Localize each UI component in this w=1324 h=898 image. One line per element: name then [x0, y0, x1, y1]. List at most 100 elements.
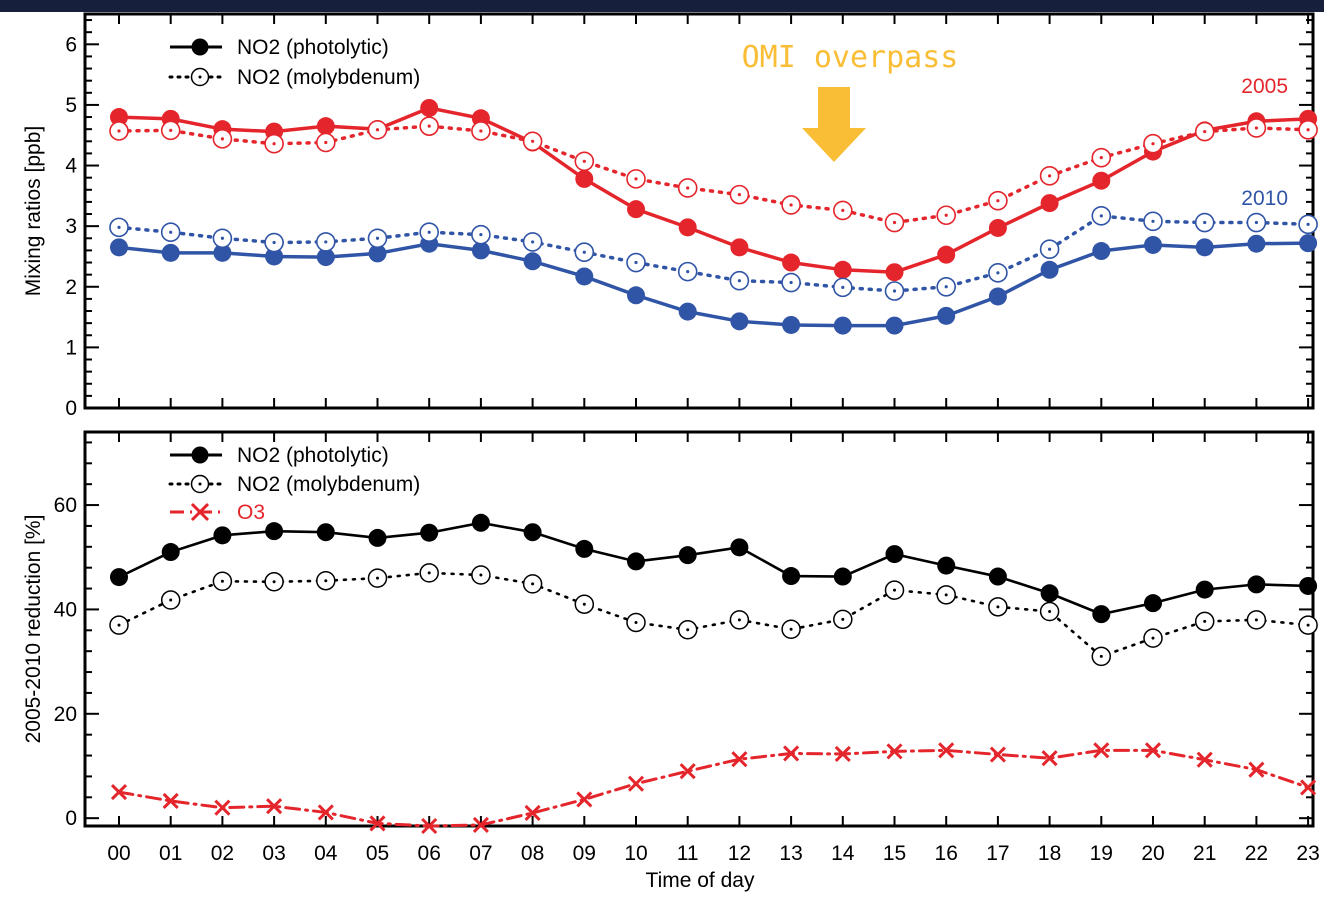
- data-point: [627, 200, 645, 219]
- data-point: [368, 528, 387, 547]
- data-point-center: [996, 271, 1000, 275]
- data-point: [885, 316, 904, 335]
- y-tick-label: 0: [65, 397, 77, 420]
- data-point: [524, 804, 541, 822]
- data-point: [1247, 575, 1266, 594]
- data-point: [316, 248, 335, 267]
- legend-marker-photolytic: [191, 446, 209, 464]
- data-point-center: [220, 236, 224, 240]
- data-point: [316, 117, 335, 136]
- data-point-center: [117, 225, 121, 229]
- data-point-center: [1099, 156, 1103, 160]
- x-tick-label: 14: [831, 842, 855, 865]
- data-point-center: [1151, 219, 1155, 223]
- data-point: [782, 567, 801, 586]
- data-point: [523, 252, 542, 271]
- data-point-center: [634, 260, 638, 265]
- series-line-no2-photolytic-: [117, 521, 1310, 616]
- data-point-center: [841, 285, 845, 289]
- data-point: [678, 546, 697, 565]
- data-point-center: [324, 579, 328, 583]
- data-point: [368, 244, 387, 263]
- x-tick-label: 20: [1141, 842, 1164, 865]
- data-point: [471, 241, 490, 260]
- series-line-2005-molybdenum: [117, 124, 1310, 225]
- data-point-center: [1151, 142, 1155, 146]
- data-point: [110, 568, 128, 587]
- data-point: [472, 816, 489, 834]
- data-point: [1144, 235, 1162, 254]
- data-point: [110, 108, 128, 127]
- label-2005: 2005: [1241, 75, 1288, 98]
- data-point: [833, 260, 852, 279]
- data-point: [1041, 750, 1058, 767]
- data-point: [782, 315, 801, 334]
- data-point-center: [531, 139, 535, 143]
- data-point: [627, 775, 645, 792]
- data-point-center: [737, 618, 741, 622]
- data-point: [1300, 779, 1317, 796]
- data-point-center: [375, 128, 380, 132]
- y-axis-label: Mixing ratios [ppb]: [22, 126, 45, 296]
- data-point-center: [324, 140, 328, 145]
- data-point-center: [531, 582, 535, 586]
- data-point: [110, 784, 128, 801]
- data-point-center: [272, 580, 276, 584]
- y-axis-label: 2005-2010 reduction [%]: [22, 515, 45, 744]
- data-point: [886, 743, 903, 760]
- data-point-center: [634, 620, 638, 624]
- data-point-center: [1306, 222, 1310, 226]
- data-point-center: [324, 240, 328, 244]
- data-point: [937, 306, 956, 325]
- window-top-bar: [0, 0, 1324, 12]
- data-point: [213, 243, 232, 262]
- data-point: [161, 543, 180, 562]
- data-point-center: [893, 588, 896, 592]
- data-point: [576, 791, 593, 808]
- data-point-center: [272, 142, 276, 146]
- data-point-center: [789, 203, 793, 207]
- data-point-center: [996, 199, 1000, 203]
- data-point-center: [686, 270, 690, 274]
- x-tick-label: 19: [1090, 842, 1113, 865]
- data-point-center: [169, 128, 173, 132]
- x-tick-label: 01: [159, 842, 182, 865]
- data-point: [213, 526, 232, 545]
- data-point-center: [892, 289, 897, 293]
- legend-label-photolytic: NO2 (photolytic): [237, 36, 389, 59]
- data-point: [575, 539, 594, 558]
- y-tick-label: 1: [65, 336, 77, 359]
- plot-frame-top: [83, 12, 1315, 410]
- data-point-center: [1203, 220, 1207, 225]
- data-point-center: [169, 230, 173, 234]
- x-tick-label: 12: [728, 842, 751, 865]
- x-tick-label: 18: [1038, 842, 1061, 865]
- x-tick-label: 08: [521, 842, 544, 865]
- data-point: [471, 513, 490, 532]
- x-tick-label: 04: [314, 842, 338, 865]
- series-line-2010-molybdenum: [117, 214, 1310, 293]
- data-point-center: [686, 628, 690, 632]
- data-point-center: [892, 220, 897, 225]
- data-point-center: [1254, 220, 1258, 225]
- data-point: [783, 745, 800, 762]
- data-point: [1247, 234, 1266, 253]
- data-point-center: [1203, 129, 1207, 134]
- data-point-center: [1254, 618, 1258, 622]
- data-point-center: [582, 159, 586, 163]
- x-tick-label: 15: [883, 842, 906, 865]
- legend-bottom: NO2 (photolytic) NO2 (molybdenum) O3: [168, 444, 420, 524]
- legend-marker-molybdenum-center: [198, 75, 202, 79]
- data-point: [575, 169, 594, 188]
- y-tick-label: 3: [65, 215, 77, 238]
- data-point: [834, 745, 851, 763]
- legend-top: NO2 (photolytic) NO2 (molybdenum): [168, 36, 420, 89]
- x-tick-label: 00: [107, 842, 130, 865]
- series-line-no2-molybdenum-: [117, 571, 1310, 658]
- legend-label-molybdenum: NO2 (molybdenum): [237, 66, 420, 89]
- data-point: [1299, 234, 1318, 253]
- data-point: [679, 763, 696, 780]
- panel-bottom: 00 01 02 03 04 05 06 07 08 09 10 11 12 13 14 15 16 17 18 19…: [22, 430, 1320, 865]
- data-point: [1144, 742, 1162, 759]
- x-tick-label: 22: [1245, 842, 1268, 865]
